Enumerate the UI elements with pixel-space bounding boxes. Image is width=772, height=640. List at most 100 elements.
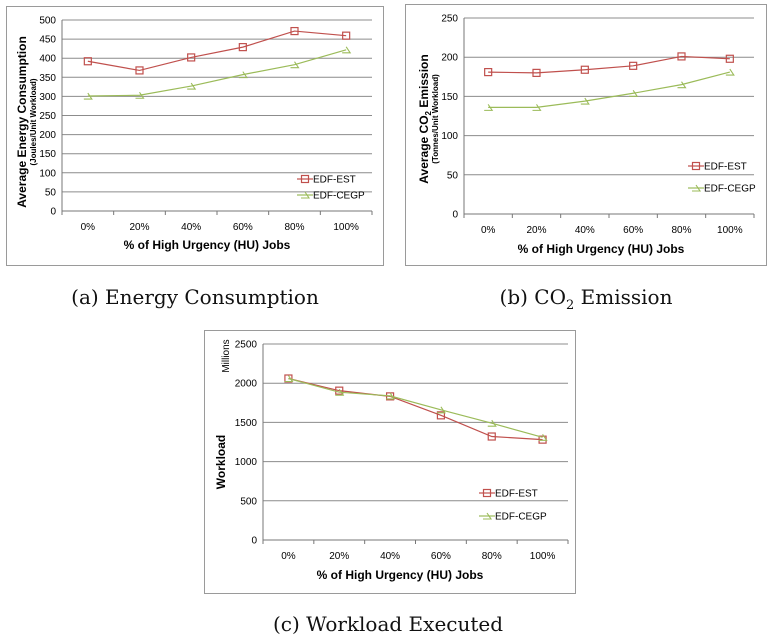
data-point-edf-est bbox=[436, 411, 446, 420]
data-point-edf-cegp bbox=[629, 89, 639, 97]
caption-workload: (c) Workload Executed bbox=[272, 612, 504, 636]
legend-marker-square bbox=[482, 488, 492, 498]
x-tick-label: 20% bbox=[129, 222, 149, 233]
legend-label: EDF-CEGP bbox=[495, 512, 547, 523]
series-line-edf-cegp bbox=[288, 377, 543, 438]
data-point-edf-cegp bbox=[290, 61, 300, 69]
y-axis-label-subscript: 2 bbox=[424, 110, 433, 115]
y-axis-label-group: Average CO2 Emission (Tonnes/Unit Workloa… bbox=[417, 54, 440, 183]
y-axis-label-tail: Emission bbox=[417, 54, 431, 111]
legend-marker-square bbox=[300, 174, 310, 184]
x-tick-label: 40% bbox=[380, 551, 400, 562]
caption-energy: (a) Energy Consumption bbox=[71, 285, 319, 309]
data-point-edf-cegp bbox=[386, 392, 396, 400]
data-point-edf-est bbox=[487, 432, 496, 441]
data-point-edf-est bbox=[629, 61, 638, 70]
data-point-edf-cegp bbox=[83, 92, 93, 100]
workload-chart: 0 500 1000 1500 2000 2500 0% 20% 40% 60% 80% 100% % … bbox=[214, 339, 569, 582]
caption-co2: (b) CO2 Emission bbox=[466, 285, 706, 313]
y-tick-label: 200 bbox=[39, 130, 56, 141]
series-line-edf-cegp bbox=[87, 49, 347, 97]
data-point-edf-cegp bbox=[238, 71, 248, 79]
legend-label: EDF-CEGP bbox=[704, 184, 756, 195]
series-line-edf-est bbox=[288, 377, 543, 441]
x-tick-label: 40% bbox=[181, 222, 201, 233]
y-tick-label: 500 bbox=[240, 496, 257, 507]
x-tick-label: 20% bbox=[526, 225, 546, 236]
y-tick-label: 200 bbox=[441, 53, 458, 64]
data-point-edf-est bbox=[342, 31, 351, 40]
data-point-edf-cegp bbox=[677, 81, 687, 89]
x-axis-label: % of High Urgency (HU) Jobs bbox=[518, 242, 685, 256]
y-axis-label: Workload bbox=[214, 435, 228, 489]
x-tick-label: 60% bbox=[623, 225, 643, 236]
data-point-edf-cegp bbox=[187, 82, 197, 90]
y-tick-label: 400 bbox=[39, 54, 56, 65]
series-line-edf-est bbox=[87, 30, 347, 72]
data-point-edf-cegp bbox=[484, 104, 494, 111]
data-point-edf-cegp bbox=[538, 433, 548, 441]
chart-panel-workload: 0 500 1000 1500 2000 2500 0% 20% 40% 60% 80% 100% % … bbox=[204, 330, 576, 594]
x-axis-label: % of High Urgency (HU) Jobs bbox=[124, 238, 291, 252]
data-point-edf-est bbox=[484, 67, 493, 77]
energy-chart: 0 50 100 150 200 250 300 350 400 450 500 0% 20% 40% 60… bbox=[15, 16, 373, 252]
y-tick-label: 1000 bbox=[235, 457, 258, 468]
x-tick-label: 80% bbox=[284, 222, 304, 233]
data-point-edf-est bbox=[83, 57, 92, 66]
chart-panel-co2: 0 50 100 150 200 250 0% 20% 40% 60% 80% 100% % of Hi… bbox=[405, 4, 767, 266]
y-tick-label: 300 bbox=[39, 92, 56, 103]
legend-marker-triangle bbox=[301, 191, 311, 199]
y-tick-label: 50 bbox=[45, 187, 57, 198]
data-point-edf-cegp bbox=[487, 419, 497, 427]
caption-co2-subscript: 2 bbox=[566, 298, 575, 313]
series-line-edf-est bbox=[488, 55, 730, 74]
y-axis-label-main: Average CO bbox=[417, 115, 431, 183]
y-axis-label-group: Average Energy Consumption (Joules/Unit W… bbox=[15, 36, 38, 208]
data-point-edf-est bbox=[580, 65, 589, 74]
caption-co2-prefix: (b) CO bbox=[499, 285, 566, 309]
y-tick-label: 350 bbox=[39, 73, 56, 84]
y-tick-label: 250 bbox=[39, 111, 56, 122]
x-tick-label: 100% bbox=[333, 222, 359, 233]
data-point-edf-cegp bbox=[335, 388, 345, 396]
data-point-edf-cegp bbox=[580, 97, 590, 105]
y-tick-label: 0 bbox=[251, 536, 257, 547]
y-axis-sublabel: (Tonnes/Unit Workload) bbox=[431, 74, 440, 164]
x-tick-label: 20% bbox=[329, 551, 349, 562]
x-tick-label: 100% bbox=[530, 551, 556, 562]
legend-label: EDF-CEGP bbox=[313, 191, 365, 202]
data-point-edf-cegp bbox=[135, 91, 145, 99]
y-tick-label: 450 bbox=[39, 35, 56, 46]
y-axis-label: Average Energy Consumption bbox=[15, 36, 29, 208]
data-point-edf-est bbox=[725, 54, 734, 63]
y-tick-label: 0 bbox=[50, 207, 56, 218]
x-tick-label: 60% bbox=[431, 551, 451, 562]
data-point-edf-est bbox=[677, 52, 686, 61]
data-point-edf-est bbox=[135, 66, 144, 75]
chart-panel-energy: 0 50 100 150 200 250 300 350 400 450 500 0% 20% 40% 60… bbox=[6, 6, 384, 266]
x-tick-label: 40% bbox=[575, 225, 595, 236]
x-tick-label: 0% bbox=[481, 225, 496, 236]
y-tick-label: 250 bbox=[441, 14, 458, 25]
data-point-edf-est bbox=[187, 53, 196, 62]
data-point-edf-cegp bbox=[436, 406, 446, 414]
legend-marker-triangle bbox=[692, 184, 702, 192]
x-tick-label: 80% bbox=[482, 551, 502, 562]
legend-marker-triangle bbox=[483, 512, 493, 520]
series-line-edf-cegp bbox=[488, 71, 730, 108]
data-point-edf-cegp bbox=[725, 68, 735, 76]
data-point-edf-cegp bbox=[532, 104, 542, 111]
y-tick-label: 2000 bbox=[235, 379, 258, 390]
y-axis-unit-label: Millions bbox=[221, 339, 232, 372]
co2-chart: 0 50 100 150 200 250 0% 20% 40% 60% 80% 100% % of Hi… bbox=[417, 14, 756, 257]
caption-co2-suffix: Emission bbox=[574, 285, 673, 309]
y-tick-label: 100 bbox=[441, 131, 458, 142]
y-tick-label: 0 bbox=[452, 210, 458, 221]
y-axis-label: Average CO2 Emission bbox=[417, 54, 433, 183]
y-tick-label: 1500 bbox=[235, 418, 258, 429]
data-point-edf-cegp bbox=[284, 375, 294, 383]
x-axis-label: % of High Urgency (HU) Jobs bbox=[317, 568, 484, 582]
x-tick-label: 0% bbox=[81, 222, 96, 233]
data-point-edf-cegp bbox=[342, 46, 352, 54]
y-tick-label: 150 bbox=[39, 149, 56, 160]
